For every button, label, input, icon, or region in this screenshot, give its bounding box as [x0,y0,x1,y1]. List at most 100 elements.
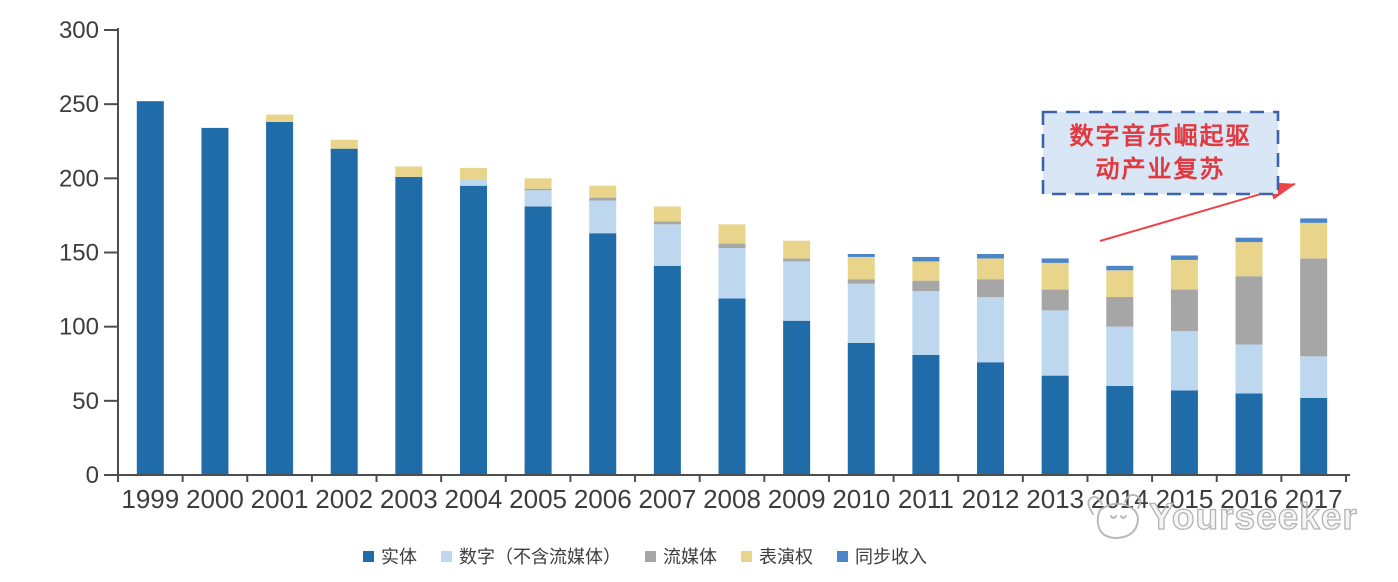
legend-item-label: 数字（不含流媒体） [459,547,621,567]
bar-segment-2005 [524,206,552,475]
bar-segment-2010 [847,283,875,343]
bar-segment-2011 [912,256,940,262]
bar-segment-2001 [266,121,294,475]
bar-segment-2009 [783,261,811,321]
bar-segment-2012 [977,258,1005,280]
bar-segment-2007 [653,206,681,222]
bar-segment-2012 [977,297,1005,363]
bar-segment-2011 [912,280,940,292]
bar-segment-2009 [783,258,811,262]
bar-segment-2004 [459,185,487,475]
x-axis-tick-label: 2002 [315,484,373,514]
bar-segment-2016 [1235,242,1263,277]
bar-segment-2010 [847,256,875,280]
x-axis-tick-label: 2012 [962,484,1020,514]
x-axis-tick-label: 2001 [251,484,309,514]
bar-segment-2017 [1300,258,1328,357]
bar-segment-2015 [1170,259,1198,290]
bar-segment-2013 [1041,258,1069,263]
legend-item-label: 同步收入 [855,547,927,567]
x-axis-tick-label: 2009 [768,484,826,514]
x-axis-tick-label: 2017 [1285,484,1343,514]
watermark: Yourseeker [1083,492,1358,542]
bar-segment-2017 [1300,218,1328,223]
bar-segment-2008 [718,248,746,299]
bar-segment-2014 [1106,386,1134,475]
bar-segment-2007 [653,265,681,475]
x-axis-tick-label: 2005 [509,484,567,514]
bar-segment-2012 [977,279,1005,297]
bar-segment-2008 [718,243,746,249]
bar-segment-2002 [330,139,358,149]
legend-item: 表演权 [741,543,813,569]
x-axis-tick-label: 2000 [186,484,244,514]
x-axis-tick-label: 2007 [638,484,696,514]
legend-swatch [645,550,656,562]
x-axis-tick-label: 2011 [898,484,954,514]
legend-item-label: 实体 [381,547,417,567]
bar-segment-2011 [912,261,940,281]
y-axis-tick-label: 50 [72,388,99,415]
bar-segment-2014 [1106,326,1134,386]
bar-segment-1999 [136,101,164,475]
bar-segment-2009 [783,240,811,259]
legend-item: 数字（不含流媒体） [441,543,621,569]
legend-item: 同步收入 [837,543,927,569]
x-axis-tick-label: 2016 [1220,484,1278,514]
bar-segment-2016 [1235,276,1263,345]
bar-segment-2013 [1041,310,1069,376]
bar-segment-2008 [718,298,746,475]
y-axis-tick-label: 250 [59,91,99,118]
x-axis-tick-label: 2006 [574,484,632,514]
bar-segment-2005 [524,188,552,191]
bar-segment-2014 [1106,297,1134,327]
x-axis-tick-label: 2003 [380,484,438,514]
bar-segment-2015 [1170,331,1198,391]
x-axis-tick-label: 1999 [121,484,179,514]
bar-segment-2011 [912,354,940,475]
bar-segment-2007 [653,224,681,266]
bar-segment-2015 [1170,390,1198,475]
bar-segment-2010 [847,342,875,475]
bar-segment-2000 [201,127,229,476]
legend-swatch [837,550,848,562]
x-axis-tick-label: 2004 [445,484,503,514]
legend-swatch [363,550,374,562]
legend-item: 实体 [363,543,417,569]
bar-segment-2012 [977,362,1005,475]
bar-segment-2004 [459,179,487,186]
bar-segment-2017 [1300,397,1328,475]
bar-segment-2006 [589,197,617,201]
y-axis-tick-label: 100 [59,314,99,341]
x-axis-tick-label: 2008 [703,484,761,514]
legend-item-label: 表演权 [759,547,813,567]
y-axis-tick-label: 0 [86,462,99,489]
legend-item: 流媒体 [645,543,717,569]
annotation-line1: 数字音乐崛起驱 [1069,123,1252,150]
x-axis-tick-label: 2013 [1026,484,1084,514]
yourseeker-logo-icon [1087,493,1142,540]
bar-segment-2013 [1041,262,1069,290]
y-axis-tick-label: 300 [59,17,99,44]
bar-segment-2010 [847,253,875,257]
bar-segment-2005 [524,178,552,189]
bar-segment-2015 [1170,289,1198,332]
bar-segment-2010 [847,279,875,284]
annotation-line2: 动产业复苏 [1095,156,1226,183]
chart-legend: 实体 数字（不含流媒体） 流媒体 表演权 同步收入 [363,543,927,569]
bar-segment-2016 [1235,393,1263,475]
bar-segment-2003 [395,176,423,475]
bar-segment-2007 [653,221,681,225]
bar-segment-2006 [589,200,617,234]
bar-segment-2017 [1300,356,1328,398]
bar-segment-2014 [1106,270,1134,297]
bar-segment-2004 [459,167,487,180]
bar-segment-2014 [1106,265,1134,271]
bar-segment-2006 [589,233,617,475]
y-axis-tick-label: 200 [59,165,99,192]
bar-segment-2012 [977,253,1005,259]
bar-segment-2013 [1041,375,1069,475]
bar-segment-2017 [1300,222,1328,259]
